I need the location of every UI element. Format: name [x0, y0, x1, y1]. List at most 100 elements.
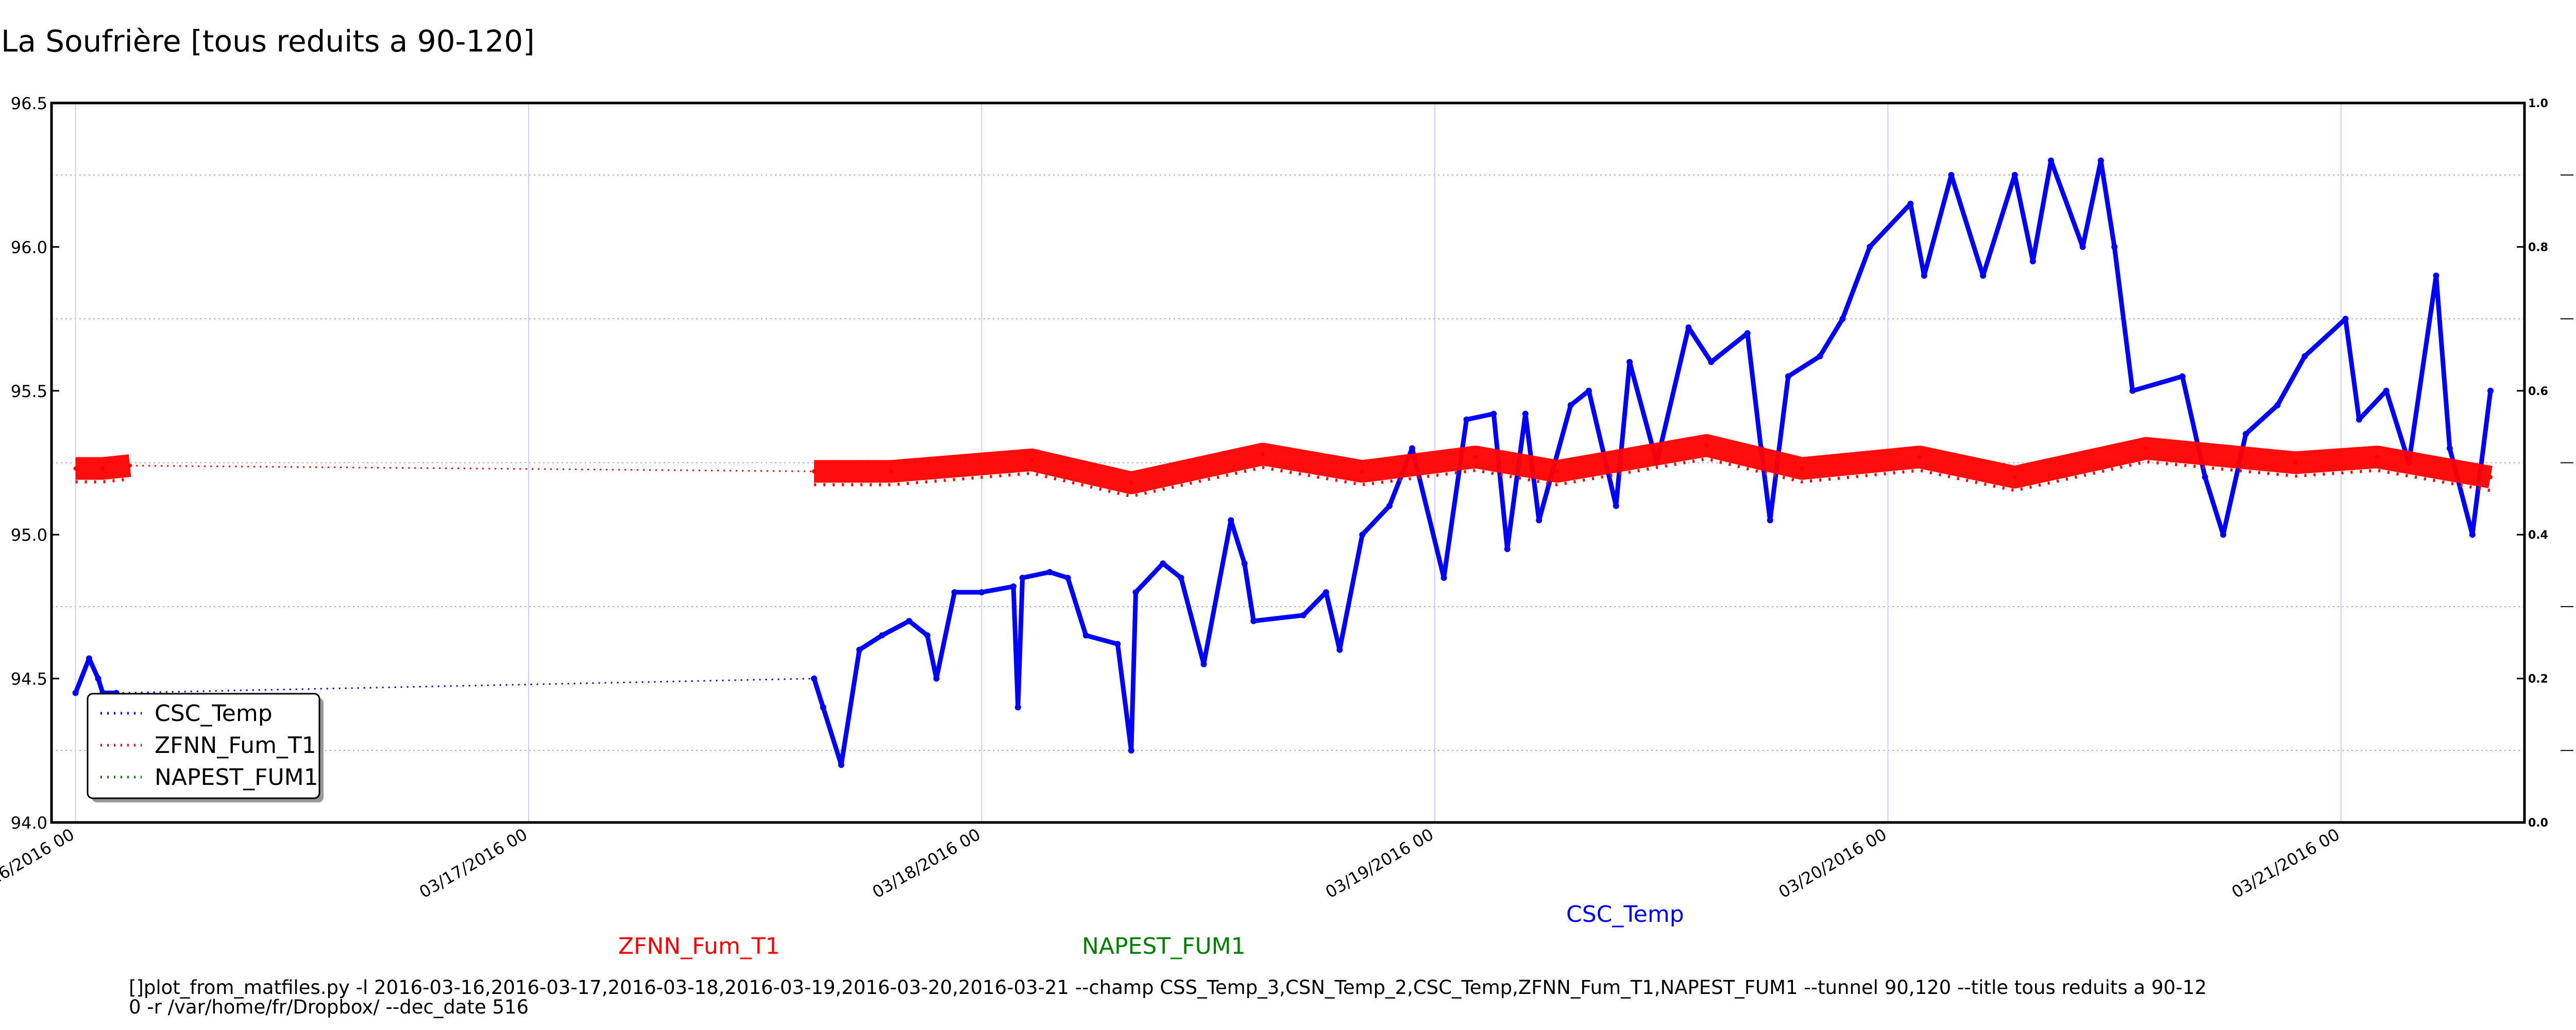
x-tick-label: 03/17/2016 00 [416, 825, 531, 902]
data-point [1921, 272, 1927, 279]
data-point [1132, 589, 1139, 595]
data-point [1504, 546, 1511, 553]
data-point [1785, 373, 1791, 380]
data-point [820, 704, 826, 711]
data-point [1300, 612, 1307, 619]
data-point [1567, 402, 1574, 408]
data-point [2301, 353, 2308, 359]
right-axis-tick-label: 1.0 [2528, 97, 2548, 110]
plot-frame [50, 101, 2526, 824]
series-label-csc-temp: CSC_Temp [1566, 901, 1684, 928]
data-point [951, 589, 958, 595]
data-point [1064, 575, 1071, 581]
y-tick-label: 95.0 [11, 525, 47, 545]
data-point [2012, 475, 2017, 479]
data-point [1128, 747, 1134, 754]
data-point [1082, 632, 1089, 639]
data-point [2129, 387, 2136, 394]
y-tick-label: 94.5 [11, 670, 47, 689]
x-tick-label: 03/21/2016 00 [2228, 825, 2343, 902]
data-point [2293, 460, 2298, 465]
data-point [2220, 531, 2227, 538]
series-gap-connector [116, 678, 815, 694]
data-point [1817, 353, 1823, 359]
data-point [812, 469, 817, 474]
data-point [2243, 431, 2249, 437]
data-point [2274, 402, 2281, 408]
data-point [1555, 469, 1560, 474]
series-gap-connector [130, 465, 815, 472]
data-point [2111, 244, 2118, 250]
data-point [1114, 641, 1121, 647]
data-point [978, 589, 985, 595]
command-line-2: 0 -r /var/home/fr/Dropbox/ --dec_date 51… [129, 996, 529, 1018]
data-point [1708, 358, 1715, 365]
data-point [1178, 575, 1184, 581]
data-point [2487, 387, 2494, 394]
data-point [1250, 617, 1257, 624]
data-point [1260, 452, 1265, 456]
legend: CSC_Temp ZFNN_Fum_T1 NAPEST_FUM1 [87, 693, 324, 802]
data-point [2433, 272, 2439, 279]
data-point [2201, 474, 2208, 480]
data-point [2144, 446, 2148, 451]
data-point [2011, 171, 2018, 178]
data-point [1019, 575, 1026, 581]
data-point [1200, 661, 1207, 667]
plot-area [72, 157, 2494, 768]
legend-box [87, 693, 320, 799]
data-point [1948, 171, 1955, 178]
data-point [2383, 387, 2389, 394]
data-point [811, 675, 818, 682]
data-point [1010, 583, 1017, 590]
data-point [933, 675, 940, 682]
data-point [1359, 531, 1366, 538]
data-point [2029, 258, 2036, 265]
data-point [1626, 358, 1633, 365]
data-point [1473, 455, 1478, 459]
data-point [1336, 646, 1343, 653]
x-tick-label: 03/20/2016 00 [1775, 825, 1890, 902]
data-point [1228, 517, 1234, 524]
data-point [1129, 480, 1133, 485]
y-tick-label: 95.5 [11, 382, 47, 401]
data-point [889, 469, 893, 474]
data-point [838, 762, 844, 768]
data-point [1440, 575, 1447, 581]
data-point [1360, 469, 1365, 474]
axes: −0.04−0.020.000.020.0403/16/2016 0003/17… [0, 94, 2573, 902]
right-axis-tick-label: 0.6 [2528, 385, 2548, 398]
data-point [1800, 466, 1804, 471]
y-tick-label: 94.0 [11, 813, 47, 833]
data-point [2079, 244, 2086, 250]
data-point [1409, 445, 1415, 452]
x-tick-label: 03/16/2016 00 [0, 825, 78, 902]
data-point [2179, 373, 2186, 380]
data-point [2097, 157, 2104, 164]
x-tick-label: 03/19/2016 00 [1322, 825, 1437, 902]
data-point [1522, 410, 1529, 417]
data-point [856, 646, 863, 653]
data-point [2375, 455, 2380, 459]
data-point [1744, 330, 1751, 337]
data-point [1907, 200, 1914, 207]
data-point [1867, 244, 1873, 250]
right-axis-tick-label: 0.8 [2528, 241, 2548, 254]
legend-item-csc-temp: CSC_Temp [100, 700, 273, 727]
right-axis-tick-label: 0.0 [2528, 817, 2548, 830]
data-point [924, 632, 930, 639]
data-point [906, 617, 912, 624]
legend-label: CSC_Temp [155, 700, 273, 727]
data-point [2469, 531, 2476, 538]
data-point [1767, 517, 1773, 524]
data-point [1014, 704, 1021, 711]
series-label-zfnn-fum-t1: ZFNN_Fum_T1 [618, 933, 780, 959]
series-band-whiskers [814, 457, 2491, 498]
data-point [2356, 416, 2363, 423]
data-point [95, 675, 101, 682]
data-point [2488, 475, 2493, 479]
data-point [1160, 560, 1166, 567]
data-point [1917, 455, 1922, 459]
right-axis-tick-label: 0.2 [2528, 673, 2548, 686]
